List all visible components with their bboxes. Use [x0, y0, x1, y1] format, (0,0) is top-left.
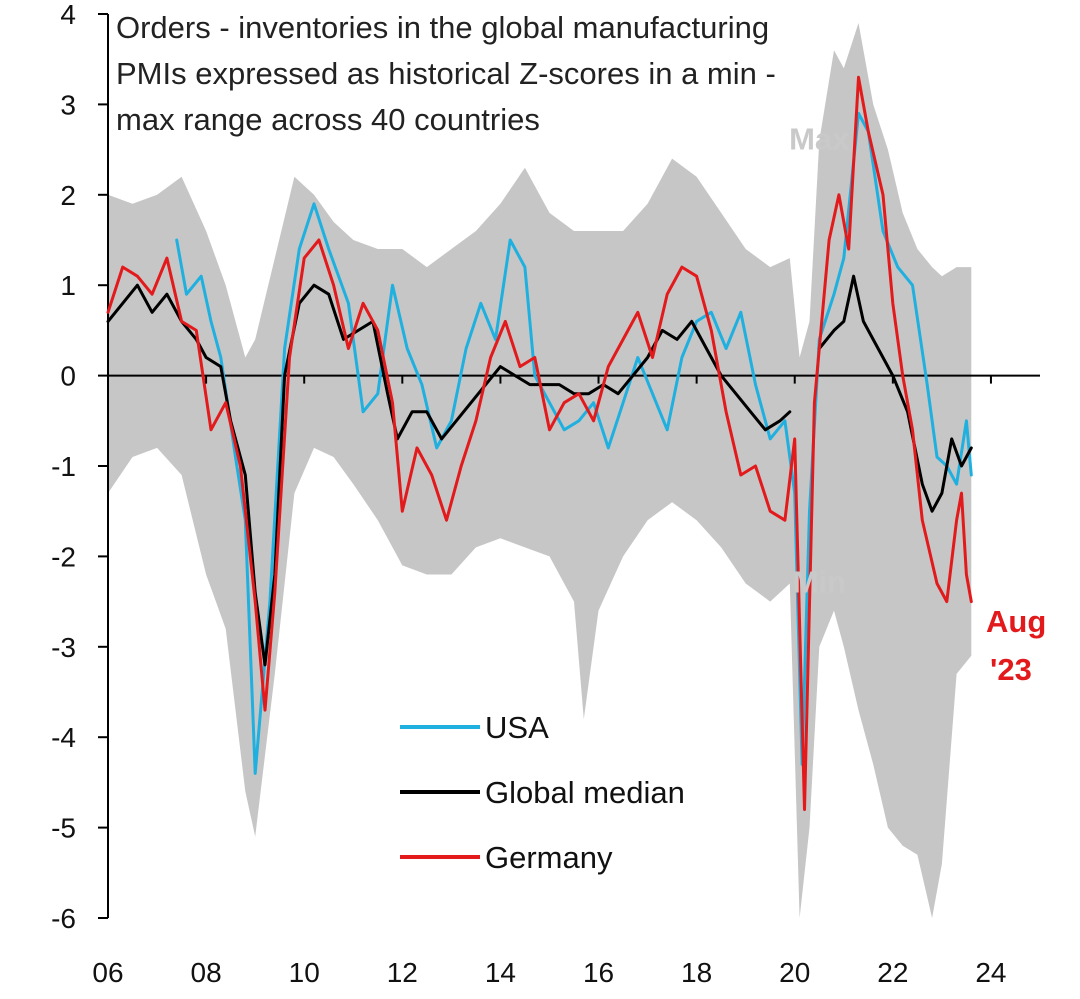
y-tick-label: -2	[51, 541, 76, 572]
title-line-3: max range across 40 countries	[116, 102, 540, 137]
x-tick-label: 20	[779, 957, 810, 988]
y-tick-label: 2	[60, 180, 76, 211]
y-ticks: 4 3 2 1 0 -1 -2 -3 -4 -5 -6	[51, 0, 108, 934]
y-tick-label: 4	[60, 0, 76, 30]
chart-title: Orders - inventories in the global manuf…	[116, 10, 776, 137]
legend: USA Global median Germany	[400, 710, 685, 875]
x-tick-label: 16	[583, 957, 614, 988]
y-tick-label: -3	[51, 632, 76, 663]
band-area	[108, 23, 972, 918]
end-label: Aug '23	[986, 604, 1046, 687]
y-tick-label: 3	[60, 89, 76, 120]
y-tick-label: 0	[60, 361, 76, 392]
x-tick-label: 18	[681, 957, 712, 988]
band-max-label: Max	[789, 122, 850, 157]
legend-label-usa: USA	[485, 710, 549, 745]
x-ticks: 06 08 10 12 14 16 18 20 22 24	[92, 375, 1007, 988]
end-label-month: Aug	[986, 604, 1046, 639]
series-line-usa	[175, 111, 973, 775]
x-tick-label: 22	[877, 957, 908, 988]
min-max-band	[108, 23, 972, 918]
band-min-label: Min	[793, 565, 846, 600]
y-tick-label: -1	[51, 451, 76, 482]
x-tick-label: 24	[975, 957, 1006, 988]
title-line-2: PMIs expressed as historical Z-scores in…	[116, 56, 776, 91]
legend-label-global-median: Global median	[485, 775, 685, 810]
x-tick-label: 06	[92, 957, 123, 988]
end-label-year: '23	[990, 652, 1032, 687]
series-line-global-median-post-2020	[817, 274, 973, 513]
x-tick-label: 08	[191, 957, 222, 988]
x-tick-label: 12	[387, 957, 418, 988]
series-line-germany	[106, 75, 973, 811]
y-tick-label: -5	[51, 813, 76, 844]
legend-label-germany: Germany	[485, 840, 613, 875]
title-line-1: Orders - inventories in the global manuf…	[116, 10, 769, 45]
y-tick-label: -4	[51, 722, 76, 753]
y-tick-label: -6	[51, 903, 76, 934]
x-tick-label: 14	[485, 957, 516, 988]
series-line-global-median	[106, 283, 792, 667]
y-tick-label: 1	[60, 270, 76, 301]
x-tick-label: 10	[289, 957, 320, 988]
series-lines	[106, 75, 973, 811]
